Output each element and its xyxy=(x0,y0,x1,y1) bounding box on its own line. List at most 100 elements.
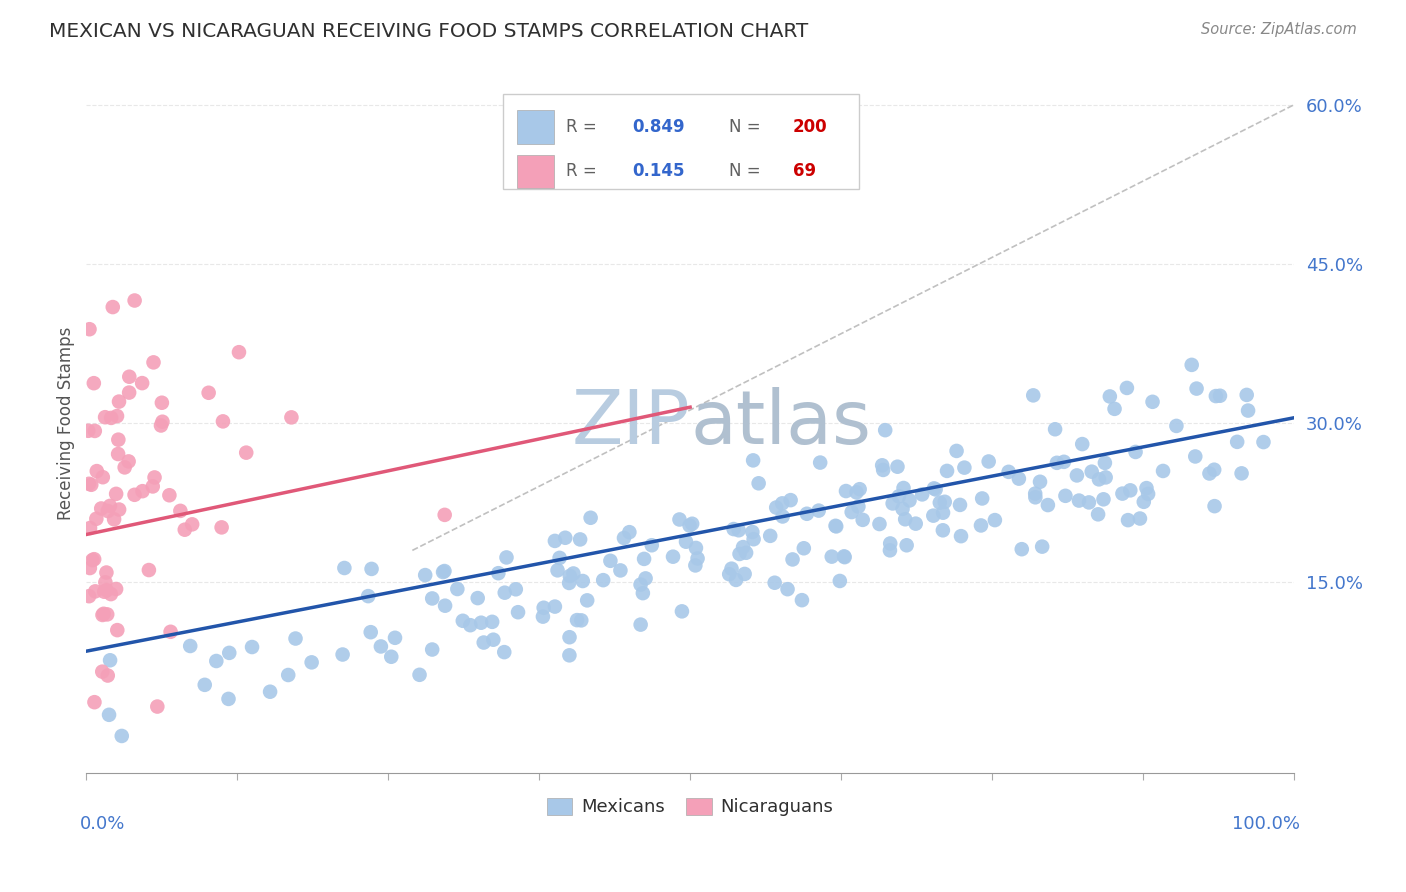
Point xyxy=(105,409,128,423)
Point xyxy=(94,410,117,425)
Point xyxy=(98,707,121,722)
Point xyxy=(770,496,793,510)
Point xyxy=(533,600,555,615)
Point xyxy=(558,576,581,591)
Point xyxy=(91,665,114,679)
Point xyxy=(77,589,100,603)
Point xyxy=(997,465,1019,479)
Point xyxy=(763,575,786,590)
Point xyxy=(685,558,707,573)
Point xyxy=(852,513,875,527)
Point xyxy=(1031,540,1053,554)
Point xyxy=(86,512,108,526)
Point xyxy=(467,591,489,605)
Point xyxy=(631,586,654,600)
Point xyxy=(384,631,406,645)
Point xyxy=(83,552,105,566)
Point xyxy=(950,529,973,543)
Point xyxy=(212,414,235,428)
Point xyxy=(472,635,495,649)
Point xyxy=(845,485,868,500)
Point xyxy=(1119,483,1142,498)
Point xyxy=(1116,513,1139,527)
Point xyxy=(641,538,664,552)
Point xyxy=(101,300,124,314)
Point xyxy=(832,549,855,564)
Point xyxy=(742,532,765,546)
Point xyxy=(765,500,787,515)
Point xyxy=(1067,493,1090,508)
Point xyxy=(1104,401,1126,416)
Text: 0.145: 0.145 xyxy=(633,162,685,180)
Point xyxy=(486,566,509,581)
Point xyxy=(678,518,700,533)
Point xyxy=(934,495,956,509)
Point xyxy=(1129,511,1152,525)
Point xyxy=(1036,498,1059,512)
Point xyxy=(544,599,567,614)
Point xyxy=(904,516,927,531)
Point xyxy=(569,533,592,547)
Point xyxy=(169,504,191,518)
Point xyxy=(668,512,690,526)
Point xyxy=(380,649,402,664)
Point xyxy=(1094,470,1116,484)
Point xyxy=(1098,389,1121,403)
Point xyxy=(776,582,799,597)
Point xyxy=(173,523,195,537)
Point xyxy=(558,648,581,663)
Point xyxy=(1071,437,1094,451)
Point xyxy=(149,418,172,433)
Point xyxy=(1205,389,1227,403)
Point xyxy=(280,410,302,425)
Point xyxy=(98,499,121,513)
Point xyxy=(718,567,741,582)
Point xyxy=(97,668,120,682)
Point xyxy=(759,529,782,543)
Point xyxy=(131,376,153,390)
Point xyxy=(571,574,593,588)
Point xyxy=(284,632,307,646)
Point xyxy=(83,376,105,391)
Point xyxy=(685,541,707,555)
Point xyxy=(240,640,263,654)
Point xyxy=(105,487,128,501)
Point xyxy=(96,583,118,598)
Point xyxy=(90,501,112,516)
Point xyxy=(970,518,993,533)
Point xyxy=(1029,475,1052,489)
Point xyxy=(1209,389,1232,403)
Point xyxy=(1181,358,1204,372)
Point xyxy=(599,554,621,568)
Point xyxy=(432,565,454,579)
Point xyxy=(579,510,602,524)
Point xyxy=(870,458,893,473)
Point xyxy=(1008,472,1031,486)
Point xyxy=(470,615,492,630)
Point xyxy=(932,524,955,538)
Point xyxy=(179,639,201,653)
Point xyxy=(1087,508,1109,522)
Point xyxy=(505,582,527,597)
Point xyxy=(932,506,955,520)
Point xyxy=(79,561,101,575)
Point xyxy=(1024,486,1046,500)
Point xyxy=(1184,450,1206,464)
Point xyxy=(159,624,181,639)
Point xyxy=(1024,490,1046,504)
Point xyxy=(724,573,747,587)
Point xyxy=(77,424,100,438)
Point xyxy=(928,496,950,510)
Point xyxy=(150,396,173,410)
Point xyxy=(1204,499,1226,513)
Point xyxy=(945,444,967,458)
Point xyxy=(1022,388,1045,402)
Point xyxy=(828,574,851,588)
Point xyxy=(1204,463,1226,477)
Point xyxy=(86,464,108,478)
Text: N =: N = xyxy=(728,162,761,180)
Point xyxy=(531,609,554,624)
Point xyxy=(953,460,976,475)
Point xyxy=(77,476,100,491)
Point xyxy=(235,445,257,459)
